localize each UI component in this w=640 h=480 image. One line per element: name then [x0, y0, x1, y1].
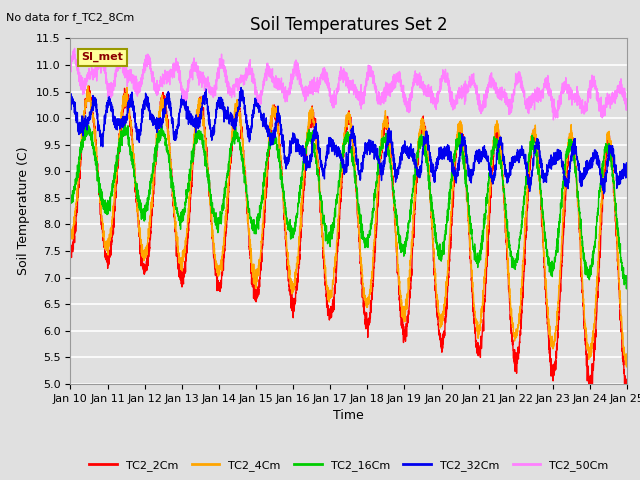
- Line: TC2_32Cm: TC2_32Cm: [70, 87, 627, 194]
- TC2_4Cm: [67, 232, 74, 238]
- TC2_32Cm: [623, 163, 631, 169]
- Title: Soil Temperatures Set 2: Soil Temperatures Set 2: [250, 16, 447, 34]
- TC2_32Cm: [222, 108, 230, 114]
- TC2_50Cm: [186, 69, 194, 75]
- TC2_4Cm: [186, 189, 194, 195]
- Line: TC2_50Cm: TC2_50Cm: [70, 48, 627, 120]
- TC2_32Cm: [413, 166, 420, 171]
- TC2_16Cm: [413, 153, 420, 158]
- Text: No data for f_TC2_8Cm: No data for f_TC2_8Cm: [6, 12, 134, 23]
- X-axis label: Time: Time: [333, 409, 364, 422]
- Line: TC2_16Cm: TC2_16Cm: [70, 122, 627, 289]
- TC2_4Cm: [571, 152, 579, 158]
- TC2_2Cm: [186, 207, 194, 213]
- TC2_4Cm: [623, 364, 630, 370]
- TC2_50Cm: [67, 62, 74, 68]
- TC2_4Cm: [623, 360, 631, 365]
- TC2_2Cm: [413, 169, 420, 175]
- TC2_32Cm: [600, 191, 607, 197]
- TC2_2Cm: [622, 387, 630, 393]
- TC2_4Cm: [623, 356, 631, 361]
- TC2_16Cm: [571, 160, 579, 166]
- TC2_16Cm: [403, 236, 411, 242]
- TC2_50Cm: [571, 99, 579, 105]
- Legend: TC2_2Cm, TC2_4Cm, TC2_16Cm, TC2_32Cm, TC2_50Cm: TC2_2Cm, TC2_4Cm, TC2_16Cm, TC2_32Cm, TC…: [84, 456, 613, 475]
- TC2_2Cm: [403, 323, 411, 328]
- TC2_16Cm: [67, 200, 74, 205]
- TC2_2Cm: [623, 384, 631, 390]
- TC2_4Cm: [403, 298, 411, 304]
- Y-axis label: Soil Temperature (C): Soil Temperature (C): [17, 147, 31, 276]
- TC2_32Cm: [186, 118, 193, 123]
- TC2_32Cm: [67, 102, 74, 108]
- TC2_50Cm: [71, 46, 79, 51]
- Line: TC2_2Cm: TC2_2Cm: [70, 86, 627, 390]
- TC2_16Cm: [222, 185, 230, 191]
- TC2_50Cm: [413, 75, 420, 81]
- TC2_2Cm: [85, 83, 93, 89]
- TC2_50Cm: [623, 102, 631, 108]
- TC2_50Cm: [550, 117, 557, 123]
- TC2_2Cm: [67, 241, 74, 247]
- TC2_2Cm: [623, 383, 631, 388]
- TC2_16Cm: [623, 286, 630, 292]
- TC2_16Cm: [623, 276, 631, 282]
- TC2_50Cm: [403, 109, 411, 115]
- Line: TC2_4Cm: TC2_4Cm: [70, 86, 627, 367]
- TC2_2Cm: [222, 230, 230, 236]
- TC2_32Cm: [237, 84, 245, 90]
- TC2_32Cm: [623, 165, 631, 171]
- TC2_16Cm: [83, 120, 91, 125]
- TC2_16Cm: [186, 178, 194, 183]
- TC2_2Cm: [571, 146, 579, 152]
- TC2_32Cm: [403, 143, 411, 149]
- TC2_4Cm: [413, 152, 420, 158]
- TC2_32Cm: [571, 146, 579, 152]
- Text: SI_met: SI_met: [81, 52, 124, 62]
- TC2_16Cm: [623, 279, 631, 285]
- TC2_4Cm: [84, 83, 92, 89]
- TC2_50Cm: [623, 107, 631, 112]
- TC2_50Cm: [222, 73, 230, 79]
- TC2_4Cm: [222, 215, 230, 220]
